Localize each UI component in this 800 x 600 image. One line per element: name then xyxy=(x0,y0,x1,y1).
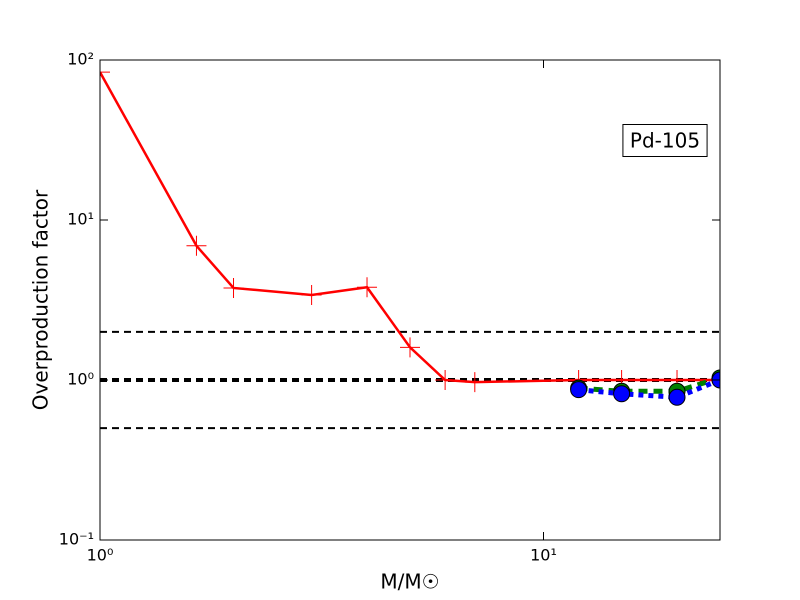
y-tick-label: 10² xyxy=(67,50,94,69)
marker xyxy=(668,388,686,406)
x-axis-label: M/M☉ xyxy=(380,570,439,594)
marker xyxy=(613,385,631,403)
x-tick-label: 10¹ xyxy=(530,546,557,565)
marker xyxy=(301,284,322,305)
marker xyxy=(570,381,588,399)
plot-frame xyxy=(99,59,721,541)
marker xyxy=(100,62,110,83)
marker xyxy=(223,277,244,298)
marker xyxy=(357,277,378,298)
y-axis-label: Overproduction factor xyxy=(29,189,53,410)
marker xyxy=(464,372,485,393)
y-tick-label: 10⁰ xyxy=(67,370,94,389)
annotation-box xyxy=(622,124,708,157)
series-line xyxy=(578,377,720,400)
annotation: Pd-105 xyxy=(630,129,700,153)
marker xyxy=(435,370,456,390)
plot-area xyxy=(100,62,720,430)
marker xyxy=(400,337,420,358)
y-tick-label: 10⁻¹ xyxy=(59,530,94,549)
x-tick-label: 10⁰ xyxy=(87,546,114,565)
y-tick-label: 10¹ xyxy=(67,210,94,229)
marker xyxy=(186,235,207,256)
